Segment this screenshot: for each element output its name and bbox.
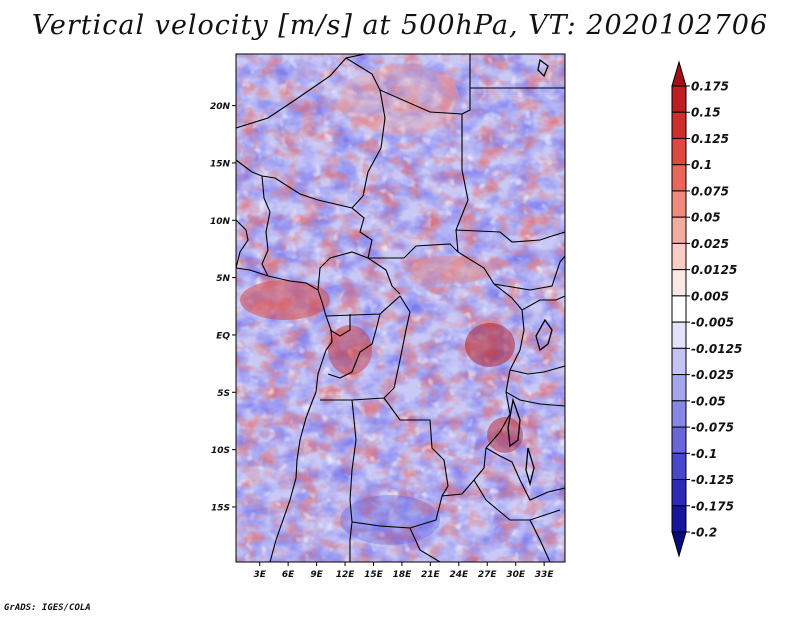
colorbar-swatch — [671, 321, 687, 349]
colorbar-swatch — [671, 505, 687, 533]
lon-tick-label: 9E — [310, 570, 323, 580]
colorbar-label: 0.1 — [691, 158, 712, 172]
velocity-field — [236, 54, 565, 562]
lon-tick-label: 24E — [449, 570, 469, 580]
colorbar-label: -0.005 — [691, 316, 734, 330]
colorbar-label: 0.025 — [691, 237, 729, 251]
colorbar-swatch — [671, 164, 687, 192]
colorbar-swatch — [671, 85, 687, 113]
colorbar-swatch — [671, 426, 687, 454]
colorbar-swatch — [671, 216, 687, 244]
lat-tick-label: EQ — [216, 331, 230, 341]
convection-cluster-tanganyika — [487, 417, 523, 453]
colorbar-swatch — [671, 347, 687, 376]
colorbar-label: -0.05 — [691, 394, 726, 408]
convection-cluster-east-congo — [465, 323, 515, 367]
colorbar-label: 0.15 — [691, 106, 721, 120]
colorbar-label: 0.175 — [691, 80, 729, 94]
map-frame — [235, 53, 566, 563]
colorbar-swatch — [671, 374, 687, 402]
convection-cluster-gulf-of-guinea — [240, 280, 330, 320]
colorbar-label: 0.05 — [691, 211, 721, 225]
colorbar-label: -0.175 — [691, 499, 734, 513]
lat-tick-label: 5N — [216, 274, 230, 284]
lat-tick-label: 10N — [210, 217, 231, 227]
colorbar-label: 0.075 — [691, 184, 729, 198]
colorbar-swatch — [671, 452, 687, 481]
colorbar-label: -0.075 — [691, 421, 734, 435]
lon-tick-label: 12E — [336, 570, 356, 580]
colorbar-swatch — [671, 190, 687, 218]
lat-tick-label: 20N — [210, 102, 231, 112]
colorbar-swatch — [671, 295, 687, 323]
colorbar-swatch — [671, 479, 687, 507]
colorbar-top-arrow — [671, 60, 687, 87]
colorbar-label: 0.125 — [691, 132, 729, 146]
ascent-region-sahara — [340, 65, 460, 135]
colorbar: 0.175 0.15 0.125 0.1 0.075 0.05 0.025 0.0125 0.0… — [671, 60, 742, 558]
ascent-band-north — [410, 256, 490, 284]
lon-tick-label: 30E — [506, 570, 526, 580]
lon-tick-label: 15E — [364, 570, 384, 580]
colorbar-swatch — [671, 137, 687, 166]
lon-tick-label: 33E — [535, 570, 555, 580]
country-borders — [236, 54, 565, 562]
lon-tick-label: 18E — [393, 570, 413, 580]
lat-tick-label: 5S — [217, 389, 230, 399]
lon-tick-label: 27E — [478, 570, 498, 580]
colorbar-swatch — [671, 111, 687, 139]
colorbar-bottom-arrow — [671, 531, 687, 558]
colorbar-label: -0.2 — [691, 526, 717, 540]
colorbar-label: -0.125 — [691, 473, 734, 487]
colorbar-label: 0.005 — [691, 289, 729, 303]
lon-tick-label: 3E — [253, 570, 266, 580]
chart-title: Vertical velocity [m/s] at 500hPa, VT: 2… — [31, 10, 769, 41]
lat-tick-label: 10S — [211, 446, 230, 456]
colorbar-label: -0.1 — [691, 447, 717, 461]
colorbar-label: -0.0125 — [691, 342, 742, 356]
longitude-axis: 3E 6E 9E 12E 15E 18E 21E 24E 27E 30E 33E — [253, 562, 554, 580]
colorbar-swatch — [671, 400, 687, 428]
lat-tick-label: 15S — [211, 503, 230, 513]
latitude-axis: 20N 15N 10N 5N EQ 5S 10S 15S — [210, 102, 236, 513]
lon-tick-label: 6E — [282, 570, 295, 580]
colorbar-swatch — [671, 242, 687, 271]
colorbar-label: 0.0125 — [691, 263, 737, 277]
convection-cluster-gabon — [328, 325, 372, 375]
lon-tick-label: 21E — [421, 570, 441, 580]
colorbar-label: -0.025 — [691, 368, 734, 382]
colorbar-swatch — [671, 269, 687, 297]
grads-credit: GrADS: IGES/COLA — [4, 603, 91, 613]
lat-tick-label: 15N — [210, 159, 231, 169]
descent-region-south — [340, 495, 440, 545]
